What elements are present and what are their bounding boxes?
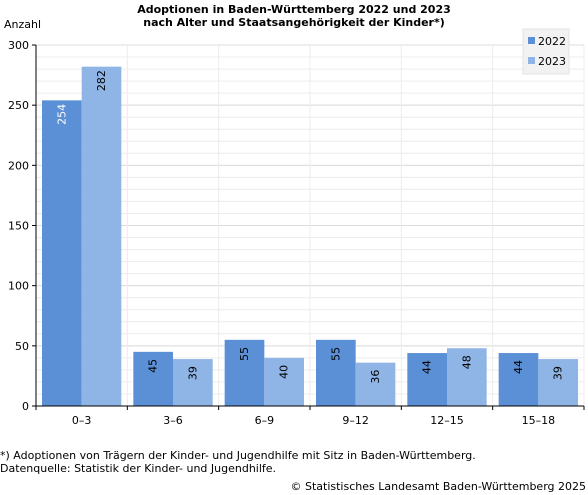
x-tick-label: 15–18 [522,414,556,427]
y-tick-label: 0 [22,400,29,413]
data-label: 44 [512,360,525,374]
chart-title: Adoptionen in Baden-Württemberg 2022 und… [137,3,451,16]
legend-label-2023: 2023 [538,55,566,68]
data-source: Datenquelle: Statistik der Kinder- und J… [0,462,277,475]
legend-label-2022: 2022 [538,35,566,48]
y-tick-label: 50 [15,340,29,353]
y-tick-label: 250 [8,99,29,112]
y-axis-label: Anzahl [4,18,41,31]
y-tick-label: 100 [8,280,29,293]
bar-2023-12–15 [447,348,487,406]
x-tick-label: 0–3 [72,414,92,427]
bar-2022-3–6 [133,351,173,406]
data-label: 39 [186,366,199,380]
x-tick-label: 6–9 [255,414,275,427]
data-label: 254 [55,104,68,125]
x-tick-label: 9–12 [342,414,369,427]
chart-subtitle: nach Alter und Staatsangehörigkeit der K… [143,16,445,29]
data-label: 39 [552,366,565,380]
bar-2022-0–3 [42,100,82,406]
bar-2023-0–3 [81,66,122,406]
x-tick-label: 12–15 [430,414,464,427]
bar-2023-3–6 [173,359,213,406]
bar-2023-6–9 [264,357,304,406]
bar-chart: 254 45 55 55 44 44 282 39 40 36 48 39 0 50 100 150 200 25… [4,18,585,427]
bar-2022-15–18 [498,353,539,406]
data-label: 44 [421,360,434,374]
bar-2022-6–9 [224,339,265,406]
x-tick-label: 3–6 [163,414,183,427]
legend-swatch-2022 [528,37,535,44]
bar-2022-12–15 [407,353,447,406]
bar-2023-9–12 [355,362,396,406]
bar-2023-15–18 [538,359,578,406]
bar-2022-9–12 [316,339,356,406]
y-tick-label: 200 [8,159,29,172]
data-label: 48 [460,355,473,369]
legend-swatch-2023 [528,57,535,64]
y-tick-label: 300 [8,39,29,52]
data-label: 55 [238,347,251,361]
footnote: *) Adoptionen von Trägern der Kinder- un… [0,449,476,462]
data-label: 55 [329,347,342,361]
data-label: 282 [95,70,108,91]
copyright: © Statistisches Landesamt Baden-Württemb… [290,480,586,493]
y-tick-label: 150 [8,220,29,233]
legend-box [522,28,570,75]
data-label: 36 [369,370,382,384]
data-label: 45 [147,359,160,373]
chart-title-block: Adoptionen in Baden-Württemberg 2022 und… [0,3,588,29]
data-label: 40 [278,365,291,379]
